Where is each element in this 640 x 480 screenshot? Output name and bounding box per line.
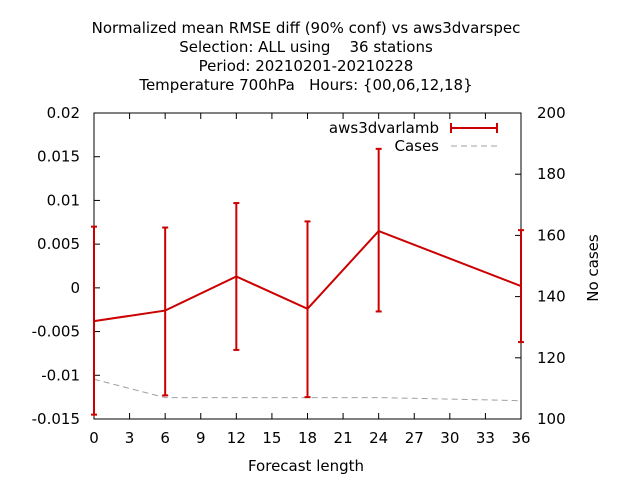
y2-tick-label-1: 120 <box>537 349 566 367</box>
y2-tick-label-0: 100 <box>537 410 566 428</box>
x-tick-label-4: 12 <box>227 429 246 447</box>
y-tick-label-1: -0.01 <box>41 366 80 384</box>
x-tick-label-9: 27 <box>405 429 424 447</box>
y-axis-left: -0.015 -0.01 -0.005 0 0.005 0.01 0.015 0.02 <box>32 104 100 428</box>
y-tick-label-5: 0.01 <box>47 191 80 209</box>
y2-axis-label: No cases <box>584 234 602 302</box>
title-line-2: Selection: ALL using 36 stations <box>179 38 433 56</box>
x-tick-label-2: 6 <box>160 429 170 447</box>
y2-tick-label-2: 140 <box>537 288 566 306</box>
title-line-4: Temperature 700hPa Hours: {00,06,12,18} <box>138 76 472 94</box>
y-tick-label-4: 0.005 <box>37 235 80 253</box>
series-cases <box>93 378 522 402</box>
x-tick-label-3: 9 <box>196 429 206 447</box>
chart-title: Normalized mean RMSE diff (90% conf) vs … <box>92 19 521 94</box>
x-axis: 0 3 6 9 12 15 18 21 24 27 30 33 36 <box>89 113 531 447</box>
y-tick-label-2: -0.005 <box>32 323 80 341</box>
x-tick-label-6: 18 <box>298 429 317 447</box>
series-aws3dvarlamb <box>91 147 524 416</box>
y2-tick-label-3: 160 <box>537 226 566 244</box>
x-tick-label-5: 15 <box>262 429 281 447</box>
y-tick-label-6: 0.015 <box>37 148 80 166</box>
y-axis-right: 100 120 140 160 180 200 <box>515 104 566 428</box>
legend-label-aws3dvarlamb: aws3dvarlamb <box>329 119 439 137</box>
y2-tick-label-5: 200 <box>537 104 566 122</box>
y-tick-label-3: 0 <box>70 279 80 297</box>
x-tick-label-7: 21 <box>334 429 353 447</box>
x-tick-label-1: 3 <box>125 429 135 447</box>
legend: aws3dvarlamb Cases <box>329 119 498 155</box>
aws3dvarlamb-line <box>93 229 522 323</box>
cases-line <box>93 378 522 402</box>
x-axis-label: Forecast length <box>248 457 364 475</box>
y-tick-label-0: -0.015 <box>32 410 80 428</box>
x-tick-label-0: 0 <box>89 429 99 447</box>
title-line-3: Period: 20210201-20210228 <box>199 57 414 75</box>
x-tick-label-10: 30 <box>440 429 459 447</box>
y2-tick-label-4: 180 <box>537 165 566 183</box>
title-line-1: Normalized mean RMSE diff (90% conf) vs … <box>92 19 521 37</box>
y-tick-label-7: 0.02 <box>47 104 80 122</box>
legend-label-cases: Cases <box>394 137 439 155</box>
x-tick-label-12: 36 <box>511 429 530 447</box>
x-tick-label-8: 24 <box>369 429 388 447</box>
x-tick-label-11: 33 <box>476 429 495 447</box>
